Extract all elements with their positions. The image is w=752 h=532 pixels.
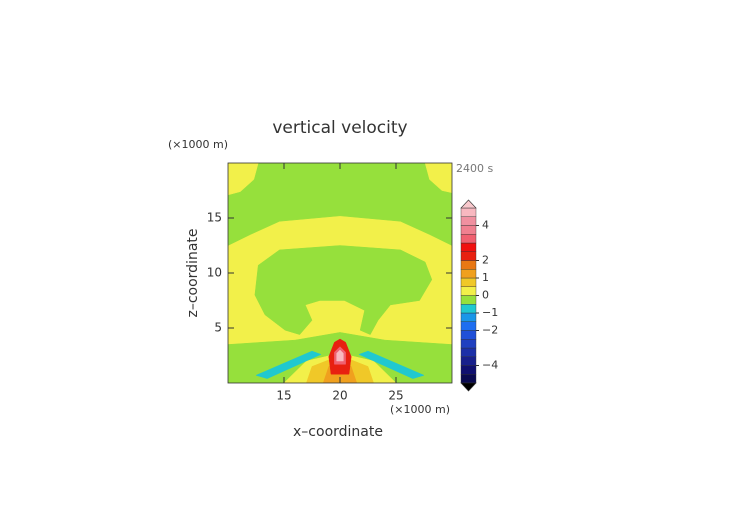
y-tick-label: 10 [207,266,222,280]
colorbar-extend-high [460,199,477,209]
colorbar-band [460,339,477,349]
colorbar-band [460,225,477,235]
contour-region [336,349,344,362]
colorbar-band [460,286,477,296]
colorbar-band [460,269,477,279]
colorbar-band [460,277,477,287]
colorbar-band [460,347,477,357]
colorbar-tick-label: −4 [482,359,498,372]
colorbar-extend-low [460,382,477,392]
colorbar-band [460,330,477,340]
colorbar-tick-label: −1 [482,306,498,319]
colorbar-tick-label: 1 [482,271,489,284]
x-axis-label: x–coordinate [293,424,383,440]
colorbar-band [460,207,477,217]
x-tick-label: 20 [332,389,347,403]
contour-region [228,163,452,246]
colorbar-band [460,356,477,366]
contour-region [254,245,433,335]
x-unit: (×1000 m) [390,403,450,416]
colorbar-band [460,295,477,305]
colorbar-band [460,216,477,226]
colorbar-band [460,242,477,252]
colorbar-band [460,251,477,261]
y-axis-label: z–coordinate [185,228,201,317]
contour-region [358,350,425,379]
colorbar-band [460,260,477,270]
colorbar-band [460,304,477,314]
colorbar-band [460,365,477,375]
colorbar-tick-label: 0 [482,289,489,302]
y-tick-label: 5 [214,321,222,335]
y-tick-label: 15 [207,211,222,225]
contour-region [424,163,452,193]
x-tick-label: 15 [276,389,291,403]
x-tick-label: 25 [388,389,403,403]
colorbar-band [460,312,477,322]
time-label: 2400 s [456,162,493,175]
colorbar-band [460,234,477,244]
contour-region [228,163,259,196]
colorbar-band [460,321,477,331]
colorbar-band [460,374,477,384]
contour-region [255,350,322,379]
colorbar-tick-label: 4 [482,219,489,232]
chart-title: vertical velocity [272,118,407,138]
y-unit: (×1000 m) [168,138,228,151]
colorbar-tick-label: 2 [482,254,489,267]
colorbar-tick-label: −2 [482,324,498,337]
